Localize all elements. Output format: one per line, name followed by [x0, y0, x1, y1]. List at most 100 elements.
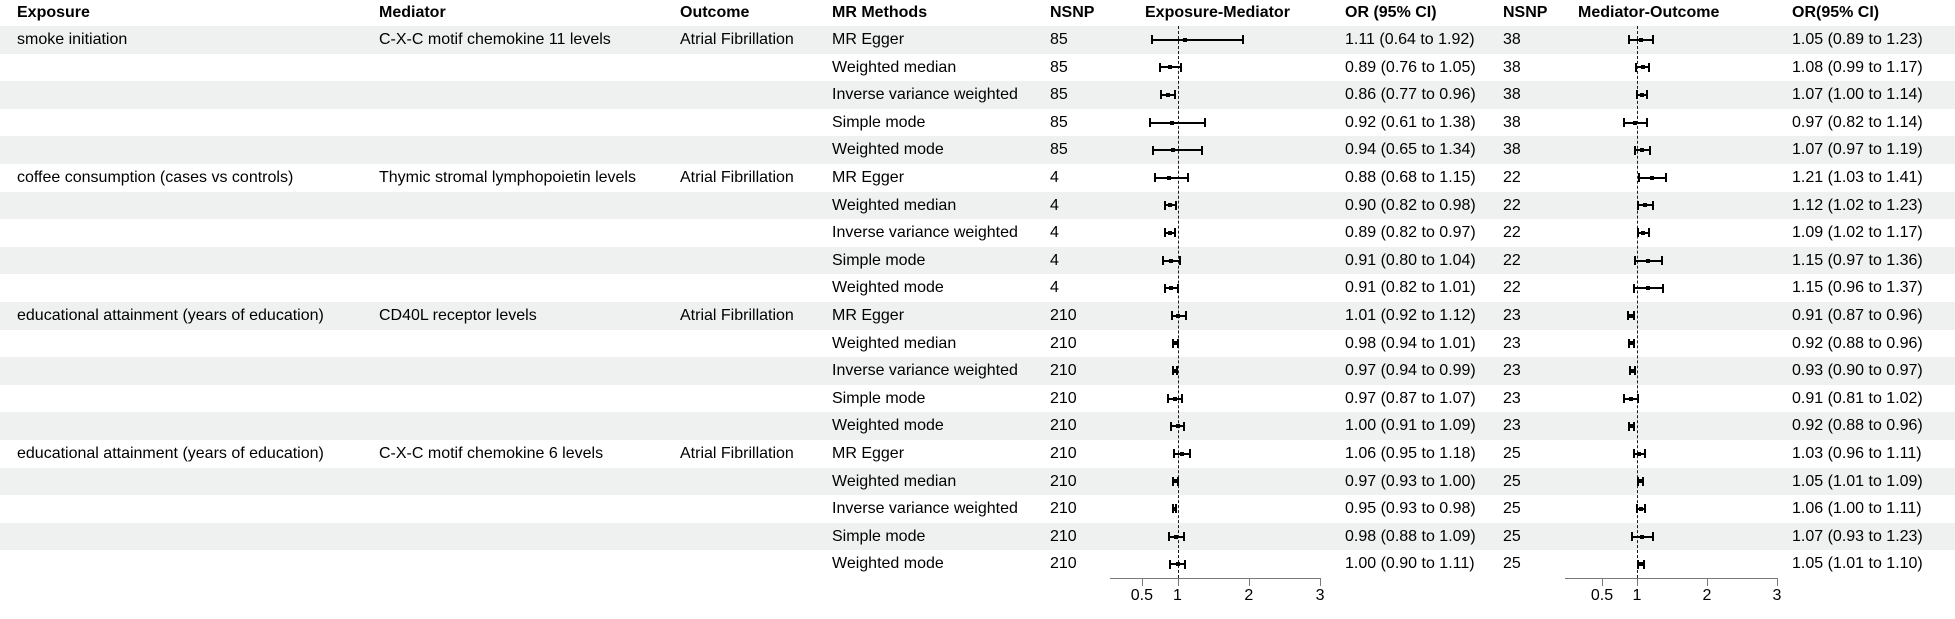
ci-point-mo	[1649, 175, 1654, 180]
x-axis-tick-label: 3	[1772, 587, 1782, 604]
ci-cap-high-em	[1176, 476, 1179, 486]
exposure-cell: smoke initiation	[17, 31, 128, 48]
mr-method-cell: Inverse variance weighted	[832, 500, 1018, 518]
exposure-cell: coffee consumption (cases vs controls)	[17, 169, 294, 186]
col-header-mediator-outcome: Mediator-Outcome	[1578, 4, 1720, 21]
outcome-cell: Atrial Fibrillation	[680, 445, 794, 462]
ci-cap-low-em	[1167, 394, 1170, 404]
table-row: educational attainment (years of educati…	[0, 440, 1955, 468]
nsnp-exposure-mediator-cell: 85	[1050, 113, 1068, 131]
or-mediator-outcome-cell: 0.92 (0.88 to 0.96)	[1792, 334, 1923, 352]
or-exposure-mediator-cell: 0.88 (0.68 to 1.15)	[1345, 169, 1476, 186]
table-row: Weighted median 210 0.98 (0.94 to 1.01) 23 0…	[0, 330, 1955, 358]
mr-method-cell: Weighted mode	[832, 417, 944, 435]
ci-cap-high-mo	[1643, 559, 1645, 569]
ci-cap-low-em	[1160, 90, 1163, 100]
ci-cap-low-em	[1167, 532, 1170, 542]
ci-cap-high-em	[1203, 118, 1206, 128]
ci-cap-high-em	[1174, 228, 1177, 238]
col-header-nsnp-mediator: NSNP	[1503, 4, 1548, 21]
or-exposure-mediator-cell: 0.89 (0.76 to 1.05)	[1345, 58, 1476, 76]
table-row: Weighted mode 210 1.00 (0.91 to 1.09) 23 0.9…	[0, 412, 1955, 440]
ci-cap-low-em	[1171, 476, 1174, 486]
ci-cap-high-mo	[1649, 145, 1652, 155]
mr-method-cell: MR Egger	[832, 169, 905, 186]
or-mediator-outcome-cell: 1.05 (0.89 to 1.23)	[1792, 31, 1923, 48]
ci-point-mo	[1643, 203, 1648, 208]
ci-cap-low-em	[1172, 366, 1175, 376]
mr-method-cell: Weighted median	[832, 472, 957, 490]
mr-method-cell: Inverse variance weighted	[832, 362, 1018, 380]
nsnp-exposure-mediator-cell: 210	[1050, 445, 1077, 462]
ci-point-mo	[1638, 479, 1643, 484]
ci-point-mo	[1639, 506, 1644, 511]
ci-point-mo	[1628, 396, 1633, 401]
ci-cap-high-mo	[1645, 90, 1648, 100]
ci-cap-high-em	[1179, 256, 1182, 266]
ci-point-em	[1171, 148, 1176, 153]
or-mediator-outcome-cell: 1.07 (1.00 to 1.14)	[1792, 86, 1923, 104]
nsnp-exposure-mediator-cell: 85	[1050, 31, 1068, 48]
col-header-exposure-mediator: Exposure-Mediator	[1145, 4, 1290, 21]
nsnp-exposure-mediator-cell: 210	[1050, 417, 1077, 435]
x-axis-tick-label: 2	[1244, 587, 1254, 604]
or-exposure-mediator-cell: 0.98 (0.94 to 1.01)	[1345, 334, 1476, 352]
nsnp-exposure-mediator-cell: 210	[1050, 307, 1077, 324]
ci-point-mo	[1630, 368, 1635, 373]
or-mediator-outcome-cell: 0.91 (0.87 to 0.96)	[1792, 307, 1923, 324]
ci-cap-high-em	[1175, 504, 1178, 514]
ci-line-em	[1152, 149, 1202, 152]
ci-cap-high-mo	[1633, 421, 1636, 431]
col-header-mr-methods: MR Methods	[832, 4, 928, 21]
ci-cap-low-mo	[1628, 35, 1631, 45]
ci-point-em	[1171, 506, 1176, 511]
ci-point-em	[1167, 65, 1172, 70]
ci-point-em	[1174, 534, 1179, 539]
nsnp-mediator-outcome-cell: 38	[1503, 86, 1521, 104]
mr-method-cell: Weighted median	[832, 334, 957, 352]
exposure-cell: educational attainment (years of educati…	[17, 307, 324, 324]
reference-line-em	[1177, 26, 1179, 578]
ci-cap-high-mo	[1652, 200, 1655, 210]
table-row: Inverse variance weighted 210 0.95 (0.93 t…	[0, 495, 1955, 523]
nsnp-mediator-outcome-cell: 22	[1503, 169, 1521, 186]
outcome-cell: Atrial Fibrillation	[680, 307, 794, 324]
ci-cap-high-em	[1181, 394, 1184, 404]
ci-cap-low-mo	[1637, 200, 1640, 210]
nsnp-mediator-outcome-cell: 23	[1503, 417, 1521, 435]
or-exposure-mediator-cell: 0.98 (0.88 to 1.09)	[1345, 527, 1476, 545]
table-row: Weighted median 210 0.97 (0.93 to 1.00) 25 1…	[0, 467, 1955, 496]
ci-point-mo	[1637, 451, 1642, 456]
ci-cap-low-mo	[1638, 173, 1641, 183]
ci-cap-high-em	[1175, 200, 1178, 210]
or-mediator-outcome-cell: 1.06 (1.00 to 1.11)	[1792, 500, 1922, 518]
ci-point-em	[1176, 313, 1181, 318]
ci-point-mo	[1629, 424, 1634, 429]
ci-cap-low-mo	[1622, 394, 1625, 404]
table-row: Weighted mode 4 0.91 (0.82 to 1.01) 22 1.15 …	[0, 274, 1955, 302]
ci-point-em	[1179, 451, 1184, 456]
nsnp-exposure-mediator-cell: 85	[1050, 58, 1068, 76]
nsnp-mediator-outcome-cell: 22	[1503, 196, 1521, 214]
ci-cap-low-mo	[1637, 228, 1640, 238]
x-axis-tick	[1707, 578, 1708, 586]
ci-cap-low-mo	[1636, 90, 1638, 100]
ci-point-em	[1175, 424, 1180, 429]
mediator-cell: Thymic stromal lymphopoietin levels	[379, 169, 636, 186]
or-exposure-mediator-cell: 1.00 (0.90 to 1.11)	[1345, 555, 1475, 573]
nsnp-exposure-mediator-cell: 210	[1050, 334, 1077, 352]
table-row: Weighted mode 210 1.00 (0.90 to 1.11) 25 1.0…	[0, 550, 1955, 578]
ci-point-mo	[1638, 562, 1643, 567]
mr-method-cell: Weighted mode	[832, 141, 944, 159]
or-exposure-mediator-cell: 0.97 (0.94 to 0.99)	[1345, 362, 1476, 380]
ci-cap-low-mo	[1633, 145, 1636, 155]
ci-point-em	[1167, 230, 1172, 235]
or-mediator-outcome-cell: 1.03 (0.96 to 1.11)	[1792, 445, 1922, 462]
or-exposure-mediator-cell: 1.01 (0.92 to 1.12)	[1345, 307, 1476, 324]
ci-point-mo	[1639, 534, 1644, 539]
ci-cap-low-em	[1170, 421, 1173, 431]
or-exposure-mediator-cell: 0.97 (0.87 to 1.07)	[1345, 389, 1476, 407]
mr-method-cell: Weighted median	[832, 58, 957, 76]
mr-method-cell: Simple mode	[832, 389, 926, 407]
